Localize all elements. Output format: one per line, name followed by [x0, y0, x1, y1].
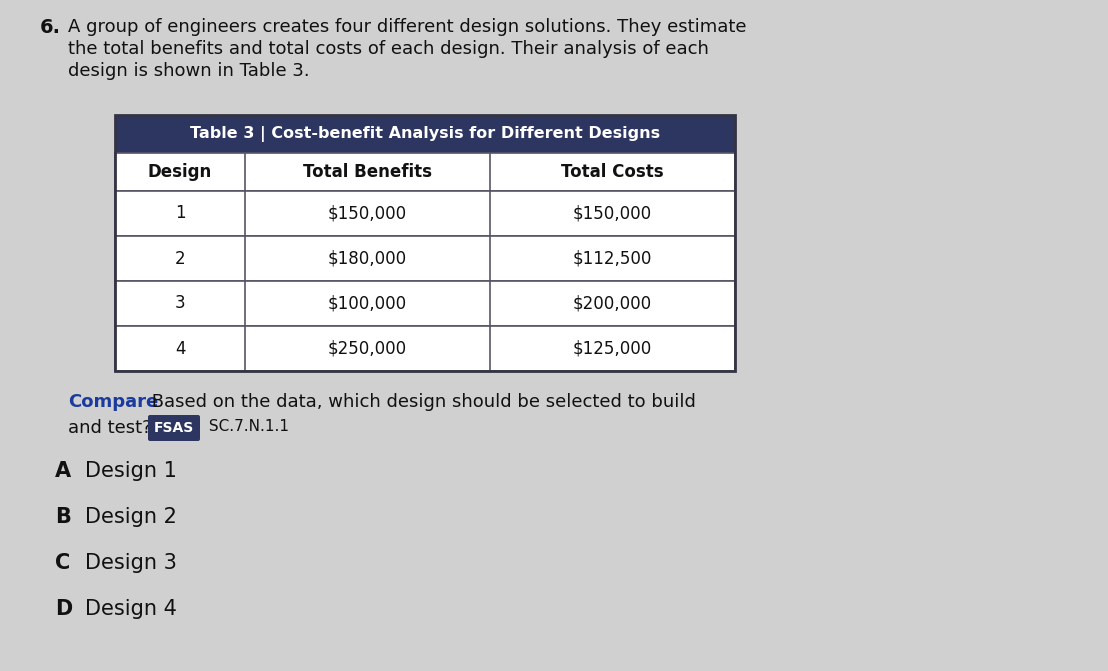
- Text: B: B: [55, 507, 71, 527]
- Text: 2: 2: [175, 250, 185, 268]
- Text: the total benefits and total costs of each design. Their analysis of each: the total benefits and total costs of ea…: [68, 40, 709, 58]
- Text: 6.: 6.: [40, 18, 61, 37]
- Text: $250,000: $250,000: [328, 340, 407, 358]
- Text: Design 2: Design 2: [85, 507, 177, 527]
- Text: Compare: Compare: [68, 393, 158, 411]
- Text: $100,000: $100,000: [328, 295, 407, 313]
- FancyBboxPatch shape: [115, 153, 735, 191]
- Text: D: D: [55, 599, 72, 619]
- FancyBboxPatch shape: [115, 191, 735, 236]
- FancyBboxPatch shape: [115, 236, 735, 281]
- Text: A: A: [55, 461, 71, 481]
- Text: 1: 1: [175, 205, 185, 223]
- Text: Design: Design: [147, 163, 212, 181]
- Text: Design 3: Design 3: [85, 553, 177, 573]
- Text: Total Benefits: Total Benefits: [302, 163, 432, 181]
- Text: and test?: and test?: [68, 419, 157, 437]
- Text: design is shown in Table 3.: design is shown in Table 3.: [68, 62, 309, 80]
- FancyBboxPatch shape: [115, 326, 735, 371]
- FancyBboxPatch shape: [148, 415, 201, 441]
- Text: 3: 3: [175, 295, 185, 313]
- Text: Total Costs: Total Costs: [561, 163, 664, 181]
- Text: A group of engineers creates four different design solutions. They estimate: A group of engineers creates four differ…: [68, 18, 747, 36]
- Text: FSAS: FSAS: [154, 421, 194, 435]
- Text: $150,000: $150,000: [573, 205, 653, 223]
- FancyBboxPatch shape: [115, 281, 735, 326]
- Text: C: C: [55, 553, 70, 573]
- Text: 4: 4: [175, 340, 185, 358]
- Text: $200,000: $200,000: [573, 295, 653, 313]
- Text: Table 3 | Cost-benefit Analysis for Different Designs: Table 3 | Cost-benefit Analysis for Diff…: [189, 126, 660, 142]
- Text: $180,000: $180,000: [328, 250, 407, 268]
- Text: $150,000: $150,000: [328, 205, 407, 223]
- Text: Based on the data, which design should be selected to build: Based on the data, which design should b…: [146, 393, 696, 411]
- Text: Design 4: Design 4: [85, 599, 177, 619]
- Text: $125,000: $125,000: [573, 340, 653, 358]
- FancyBboxPatch shape: [115, 115, 735, 153]
- Text: $112,500: $112,500: [573, 250, 653, 268]
- Text: SC.7.N.1.1: SC.7.N.1.1: [204, 419, 289, 434]
- Text: Design 1: Design 1: [85, 461, 177, 481]
